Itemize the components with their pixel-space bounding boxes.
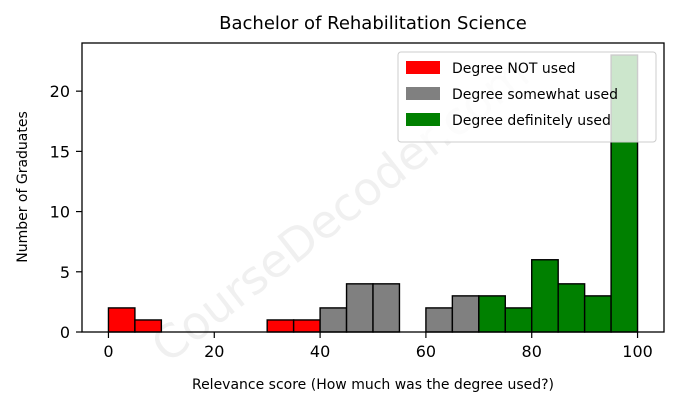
x-tick-label: 60: [416, 342, 436, 361]
legend-label: Degree somewhat used: [452, 87, 618, 103]
y-tick-label: 10: [50, 203, 70, 222]
histogram-bar: [557, 283, 586, 333]
legend-label: Degree NOT used: [452, 61, 576, 77]
histogram-bar: [319, 307, 348, 333]
histogram-bar: [292, 319, 321, 333]
legend-swatch: [406, 87, 440, 100]
legend-box: [397, 51, 657, 143]
histogram-bar: [107, 307, 136, 333]
legend-swatch: [406, 61, 440, 74]
legend-label: Degree definitely used: [452, 113, 611, 129]
x-axis-label: Relevance score (How much was the degree…: [192, 377, 554, 393]
y-axis-label: Number of Graduates: [15, 111, 31, 263]
histogram-bar: [583, 295, 612, 333]
x-tick-label: 40: [310, 342, 330, 361]
legend-swatch: [406, 113, 440, 126]
y-tick-label: 15: [50, 142, 70, 161]
histogram-bar: [451, 295, 480, 333]
x-tick-label: 80: [522, 342, 542, 361]
histogram-bar: [425, 307, 454, 333]
ticks-group: 0 20 40 60 80 100 0 5 10 15 20: [50, 82, 653, 361]
histogram-bar: [372, 283, 401, 333]
histogram-bar: [531, 259, 559, 333]
histogram-bar: [266, 319, 295, 333]
y-tick-label: 0: [60, 323, 70, 342]
x-tick-label: 0: [103, 342, 113, 361]
plot-frame: [81, 42, 665, 333]
x-tick-label: 20: [204, 342, 224, 361]
histogram-bar: [478, 295, 506, 333]
y-tick-label: 5: [60, 263, 70, 282]
histogram-bar: [345, 283, 374, 333]
y-tick-label: 20: [50, 82, 70, 101]
histogram-bar: [134, 319, 163, 333]
histogram-bar: [504, 307, 533, 333]
legend: Degree NOT used Degree somewhat used Degre…: [397, 51, 657, 143]
chart-title: Bachelor of Rehabilitation Science: [219, 13, 527, 34]
x-tick-label: 100: [622, 342, 653, 361]
